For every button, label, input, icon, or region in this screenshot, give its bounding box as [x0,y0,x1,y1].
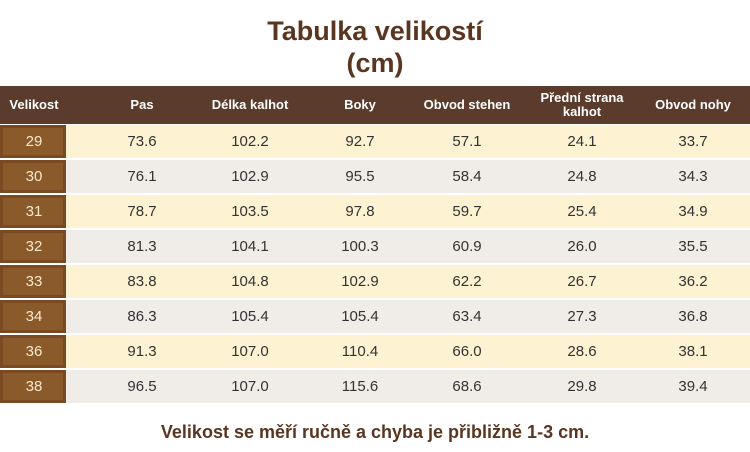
table-row: 34 86.3 105.4 105.4 63.4 27.3 36.8 [0,300,750,333]
table-cell: 97.8 [345,203,375,220]
table-cell: 115.6 [341,378,379,395]
table-cell: 58.4 [452,168,482,185]
table-cell: 25.4 [567,203,597,220]
size-cell-bg [0,300,66,333]
table-cell: 29 [25,133,43,150]
table-header: Velikost Pas Délka kalhot Boky Obvod stehen P… [0,86,750,124]
table-row: 36 91.3 107.0 110.4 66.0 28.6 38.1 [0,335,750,368]
column-header: Obvod nohy [655,97,731,112]
table-cell: 100.3 [341,238,379,255]
table-row: 31 78.7 103.5 97.8 59.7 25.4 34.9 [0,195,750,228]
footer-note: Velikost se měří ručně a chyba je přibli… [160,422,590,442]
table-cell: 104.1 [231,238,269,255]
size-cell-bg [0,370,66,403]
column-header: Přední strana kalhot [540,90,624,119]
column-header: Boky [344,97,376,112]
table-cell: 66.0 [452,343,482,360]
table-cell: 36.2 [678,273,708,290]
table-cell: 24.8 [567,168,597,185]
table-cell: 73.6 [127,133,157,150]
column-header: Obvod stehen [423,97,511,112]
table-row: 38 96.5 107.0 115.6 68.6 29.8 39.4 [0,370,750,403]
table-cell: 36 [25,343,43,360]
table-cell: 60.9 [452,238,482,255]
table-cell: 33 [25,273,43,290]
size-cell-bg [0,335,66,368]
table-cell: 96.5 [127,378,157,395]
table-cell: 36.8 [678,308,708,325]
column-header: Délka kalhot [211,97,289,112]
column-header: Velikost [9,97,59,112]
table-cell: 62.2 [452,273,482,290]
table-row: 32 81.3 104.1 100.3 60.9 26.0 35.5 [0,230,750,263]
size-cell-bg [0,160,66,193]
table-cell: 33.7 [678,133,708,150]
table-cell: 24.1 [567,133,597,150]
table-cell: 28.6 [567,343,597,360]
size-cell-bg [0,125,66,158]
table-cell: 34 [25,308,43,325]
table-cell: 26.7 [567,273,597,290]
table-cell: 38.1 [678,343,708,360]
table-cell: 78.7 [127,203,157,220]
table-cell: 102.9 [231,168,269,185]
table-cell: 57.1 [452,133,482,150]
table-cell: 38 [25,378,43,395]
table-cell: 27.3 [567,308,597,325]
table-cell: 35.5 [678,238,708,255]
table-cell: 102.9 [341,273,379,290]
size-cell-bg [0,265,66,298]
table-cell: 63.4 [452,308,482,325]
table-cell: 34.9 [678,203,708,220]
table-cell: 104.8 [231,273,269,290]
table-cell: 103.5 [231,203,269,220]
table-cell: 76.1 [127,168,157,185]
table-cell: 95.5 [345,168,375,185]
column-header: Pas [130,97,154,112]
table-cell: 29.8 [567,378,597,395]
table-cell: 59.7 [452,203,482,220]
table-cell: 110.4 [341,343,379,360]
table-cell: 102.2 [231,133,269,150]
table-cell: 81.3 [127,238,157,255]
table-cell: 34.3 [678,168,708,185]
table-cell: 107.0 [231,343,269,360]
table-cell: 86.3 [127,308,157,325]
table-cell: 105.4 [341,308,379,325]
title: Tabulka velikostí [267,16,483,46]
size-cell-bg [0,195,66,228]
table-row: 33 83.8 104.8 102.9 62.2 26.7 36.2 [0,265,750,298]
table-cell: 30 [25,168,43,185]
table-cell: 92.7 [345,133,375,150]
subtitle: (cm) [346,48,404,78]
table-cell: 31 [25,203,43,220]
table-cell: 39.4 [678,378,708,395]
table-cell: 32 [25,238,43,255]
table-cell: 68.6 [452,378,482,395]
table-cell: 83.8 [127,273,157,290]
table-row: 29 73.6 102.2 92.7 57.1 24.1 33.7 [0,125,750,158]
table-cell: 91.3 [127,343,157,360]
table-cell: 105.4 [231,308,269,325]
size-cell-bg [0,230,66,263]
table-cell: 107.0 [231,378,269,395]
table-cell: 26.0 [567,238,597,255]
table-row: 30 76.1 102.9 95.5 58.4 24.8 34.3 [0,160,750,193]
